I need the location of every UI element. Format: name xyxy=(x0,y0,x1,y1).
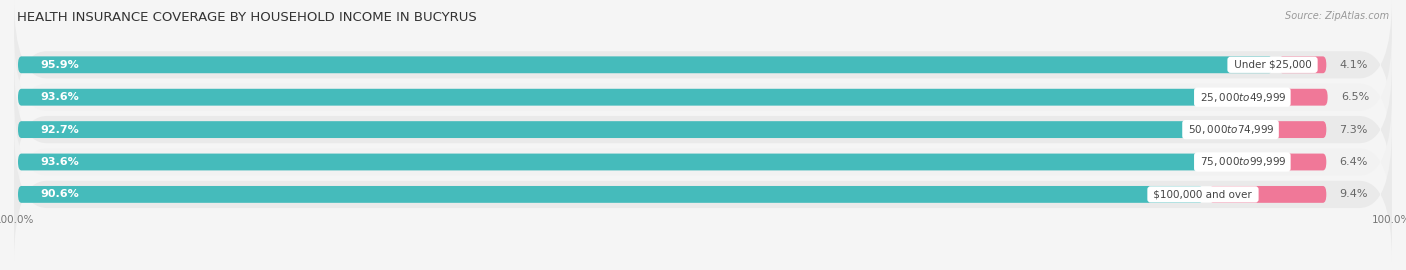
FancyBboxPatch shape xyxy=(14,30,1392,165)
Text: $50,000 to $74,999: $50,000 to $74,999 xyxy=(1185,123,1275,136)
FancyBboxPatch shape xyxy=(14,62,1392,197)
Text: 6.5%: 6.5% xyxy=(1341,92,1369,102)
FancyBboxPatch shape xyxy=(18,89,1243,106)
Text: 95.9%: 95.9% xyxy=(41,60,79,70)
FancyBboxPatch shape xyxy=(1209,186,1326,203)
FancyBboxPatch shape xyxy=(18,56,1272,73)
FancyBboxPatch shape xyxy=(14,94,1392,230)
Text: 90.6%: 90.6% xyxy=(41,189,79,200)
Text: 93.6%: 93.6% xyxy=(41,157,79,167)
Text: $25,000 to $49,999: $25,000 to $49,999 xyxy=(1197,91,1288,104)
Text: 6.4%: 6.4% xyxy=(1340,157,1368,167)
FancyBboxPatch shape xyxy=(18,154,1243,170)
FancyBboxPatch shape xyxy=(14,127,1392,262)
FancyBboxPatch shape xyxy=(14,0,1392,132)
Text: Source: ZipAtlas.com: Source: ZipAtlas.com xyxy=(1285,11,1389,21)
FancyBboxPatch shape xyxy=(18,186,1204,203)
FancyBboxPatch shape xyxy=(1249,89,1327,106)
FancyBboxPatch shape xyxy=(1237,121,1326,138)
Text: 9.4%: 9.4% xyxy=(1340,189,1368,200)
Text: $75,000 to $99,999: $75,000 to $99,999 xyxy=(1197,156,1288,168)
Text: HEALTH INSURANCE COVERAGE BY HOUSEHOLD INCOME IN BUCYRUS: HEALTH INSURANCE COVERAGE BY HOUSEHOLD I… xyxy=(17,11,477,24)
Text: 4.1%: 4.1% xyxy=(1340,60,1368,70)
Text: 93.6%: 93.6% xyxy=(41,92,79,102)
FancyBboxPatch shape xyxy=(1279,56,1326,73)
Text: 92.7%: 92.7% xyxy=(41,124,79,135)
Text: $100,000 and over: $100,000 and over xyxy=(1150,189,1256,200)
FancyBboxPatch shape xyxy=(1249,154,1326,170)
Text: 7.3%: 7.3% xyxy=(1340,124,1368,135)
Text: Under $25,000: Under $25,000 xyxy=(1230,60,1315,70)
FancyBboxPatch shape xyxy=(18,121,1230,138)
